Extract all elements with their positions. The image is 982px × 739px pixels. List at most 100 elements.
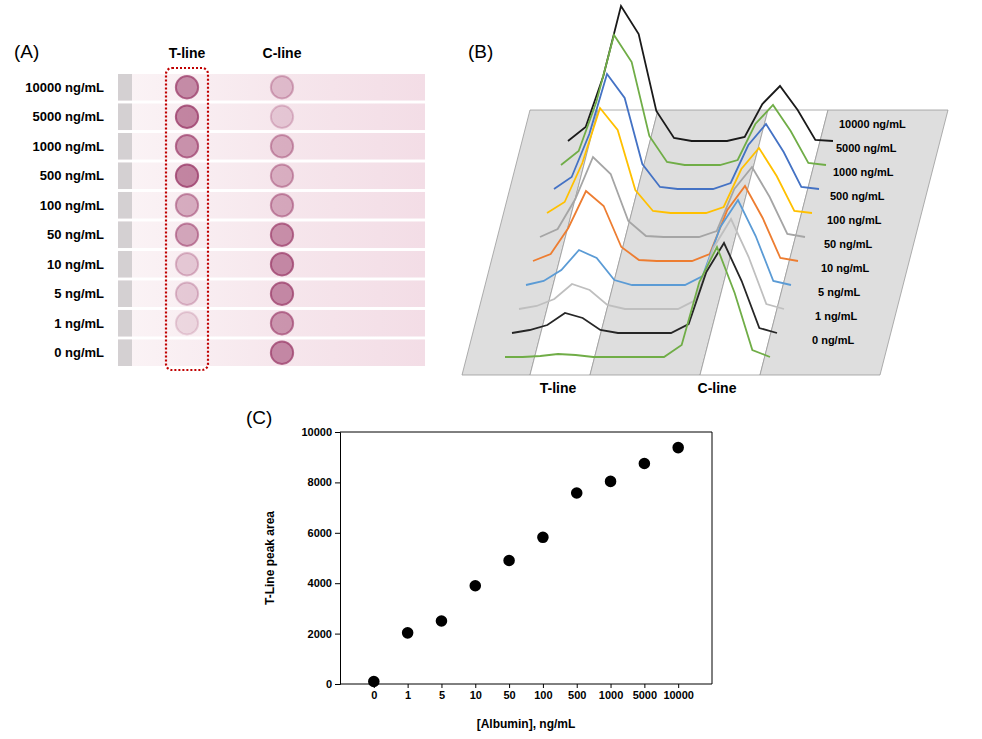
strip-edge [118,74,132,101]
profile-label: 1000 ng/mL [833,166,894,178]
y-axis-line [335,433,341,685]
spot [176,106,198,128]
strip [118,103,425,130]
x-tick: 10 [470,684,482,701]
point [436,615,448,627]
point [402,627,414,639]
strip-edge [118,162,132,189]
spot [176,224,198,246]
profile-line [547,108,812,213]
points [368,442,684,687]
column-header: T-line [169,45,206,61]
strip [118,251,425,278]
x-tick-label: 0 [371,689,377,701]
x-tick: 5 [439,684,445,701]
y-axis-title: T-Line peak area [263,511,277,605]
panel-scatter: (C) 0 2000 4000 6000 8000 10000 0 1 5 10 50 100 500 10… [246,407,712,731]
x-axis-line [340,684,712,685]
y-tick: 4000 [308,577,340,589]
spot [176,253,198,275]
row-label: 1000 ng/mL [32,139,104,154]
x-tick-label: T-line [540,380,577,396]
y-tick-mark [335,533,340,534]
row-label: 50 ng/mL [47,227,104,242]
y-tick-label: 6000 [308,527,332,539]
x-tick: 10000 [663,684,694,701]
strip [118,133,425,160]
spot [176,283,198,305]
y-tick-label: 10000 [301,426,332,438]
point [605,476,617,488]
spot [271,165,293,187]
x-tick-mark [611,684,612,688]
spot [271,342,293,364]
x-axis: 01510501005001000500010000 [340,684,712,701]
strip-edge [118,192,132,219]
strip-edge [118,103,132,130]
point [672,442,684,454]
strip-edge [118,310,132,337]
y-tick-mark [335,634,340,635]
row-label: 5000 ng/mL [32,109,104,124]
spot [271,253,293,275]
spot [176,165,198,187]
y-tick-mark [335,583,340,584]
profile-line [568,6,833,141]
x-tick-mark [678,684,679,688]
x-tick-label: 1 [405,689,411,701]
row-label: 10000 ng/mL [25,80,104,95]
spot [176,135,198,157]
profile-label: 10 ng/mL [821,262,870,274]
spot [176,312,198,334]
row-label: 100 ng/mL [40,198,104,213]
y-tick: 6000 [308,527,340,539]
strip [118,74,425,101]
spot [271,224,293,246]
spot [271,312,293,334]
x-tick: 1000 [599,684,623,701]
y-tick: 2000 [308,628,340,640]
x-tick: 100 [534,684,552,701]
x-tick-label: 10 [470,689,482,701]
y-tick: 8000 [308,476,340,488]
frame [712,432,713,684]
row-label: 5 ng/mL [54,286,104,301]
profile-line [519,219,784,309]
y-tick-label: 8000 [308,476,332,488]
figure: (A)T-lineC-line10000 ng/mL5000 ng/mL1000… [0,0,982,739]
x-tick-mark [475,684,476,688]
highlight-frame [166,68,208,370]
strip [118,280,425,307]
x-tick-mark [509,684,510,688]
x-tick-label: 100 [534,689,552,701]
x-tick: 500 [568,684,586,701]
spots [176,76,293,364]
row-label: 500 ng/mL [40,168,104,183]
profile-label: 0 ng/mL [812,334,854,346]
x-tick-label: 500 [568,689,586,701]
x-tick-label: C-line [698,380,737,396]
profile-line [526,200,791,285]
strip-edge [118,251,132,278]
x-tick: 50 [503,684,515,701]
frame [340,432,712,433]
profile-label: 100 ng/mL [827,214,882,226]
x-tick-mark [408,684,409,688]
point [368,676,380,688]
spot [271,76,293,98]
y-tick: 0 [326,678,340,690]
x-tick-label: 50 [503,689,515,701]
column-header: C-line [263,45,302,61]
y-tick-mark [335,482,340,483]
profile-label: 5 ng/mL [818,286,860,298]
panel-label: (B) [468,41,493,62]
profile-line [533,186,798,261]
x-tick-label: 5 [439,689,445,701]
strip-edge [118,280,132,307]
x-tick-mark [577,684,578,688]
point [537,532,549,544]
strip [118,192,425,219]
panel-label: (A) [14,41,39,62]
panel-label: (C) [246,407,272,428]
spot [176,76,198,98]
